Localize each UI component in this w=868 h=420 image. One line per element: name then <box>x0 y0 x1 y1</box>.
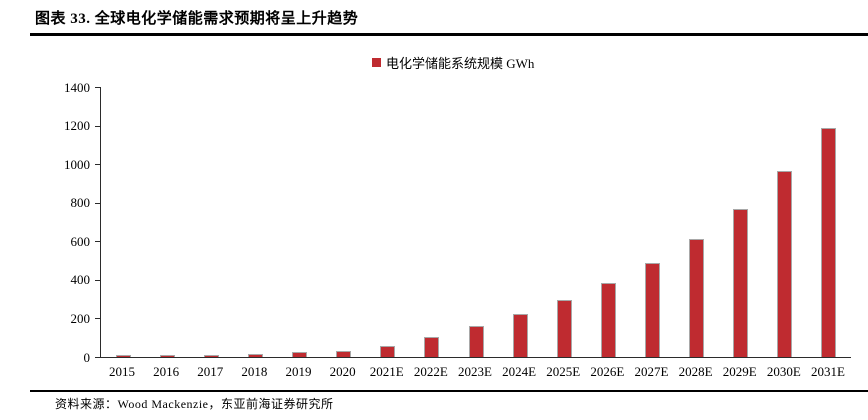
bar-2017 <box>203 355 219 357</box>
footer-divider <box>30 390 868 392</box>
x-axis-tick-label: 2027E <box>634 364 669 379</box>
x-axis-tick-label: 2026E <box>590 364 625 379</box>
y-axis-tick-label: 1400 <box>64 79 90 95</box>
x-axis-tick-label: 2029E <box>722 364 757 379</box>
bar-2029E <box>733 208 749 357</box>
y-axis-tick-label: 200 <box>70 310 91 326</box>
title-divider <box>30 33 868 36</box>
y-axis-tick-label: 800 <box>70 195 91 211</box>
bar-2026E <box>600 282 616 357</box>
x-axis-tick-label: 2031E <box>810 364 845 379</box>
y-axis-tick-mark <box>95 241 100 243</box>
bar-2023E <box>468 325 484 357</box>
chart-legend: 电化学储能系统规模 GWh <box>372 53 534 72</box>
y-axis-tick-mark <box>95 357 100 358</box>
bar-2028E <box>689 238 705 357</box>
y-axis-tick-mark <box>95 318 100 320</box>
y-axis-tick-label: 400 <box>70 272 91 288</box>
bar-2024E <box>512 313 528 357</box>
x-axis-tick-label: 2024E <box>502 364 537 379</box>
y-axis-tick-label: 1200 <box>64 118 90 134</box>
bar-2027E <box>644 262 660 357</box>
x-axis-tick-label: 2017 <box>197 364 224 379</box>
y-axis-tick-label: 600 <box>70 233 91 249</box>
bar-2019 <box>292 352 308 357</box>
bar-2020 <box>336 350 352 357</box>
x-axis-tick-label: 2015 <box>109 364 136 379</box>
x-axis-tick-label: 2020 <box>329 364 356 379</box>
bar-2018 <box>247 353 263 357</box>
x-axis-tick-label: 2022E <box>413 364 448 379</box>
bar-2015 <box>115 355 131 357</box>
x-axis-tick-label: 2025E <box>546 364 581 379</box>
bar-2021E <box>380 346 396 357</box>
source-note: 资料来源：Wood Mackenzie，东亚前海证券研究所 <box>55 397 334 411</box>
bar-2022E <box>424 336 440 357</box>
x-axis-tick-label: 2028E <box>678 364 713 379</box>
x-axis-tick-label: 2030E <box>766 364 801 379</box>
plot-area <box>100 87 851 358</box>
bar-2031E <box>821 128 837 357</box>
bar-2016 <box>159 355 175 357</box>
y-axis-tick-mark <box>95 87 100 88</box>
bar-2030E <box>777 170 793 357</box>
x-axis-tick-label: 2018 <box>241 364 268 379</box>
legend-label: 电化学储能系统规模 GWh <box>386 56 535 71</box>
figure-title: 图表 33. 全球电化学储能需求预期将呈上升趋势 <box>35 11 359 27</box>
y-axis-tick-mark <box>95 125 100 127</box>
y-axis-tick-label: 0 <box>83 349 91 365</box>
x-axis-tick-label: 2023E <box>458 364 492 379</box>
y-axis-tick-mark <box>95 279 100 281</box>
legend-swatch-icon <box>372 58 381 67</box>
bar-2025E <box>556 299 572 357</box>
x-axis-tick-label: 2019 <box>285 364 312 379</box>
y-axis-tick-mark <box>95 164 100 166</box>
x-axis-tick-label: 2021E <box>369 364 404 379</box>
y-axis-tick-label: 1000 <box>64 156 90 172</box>
x-axis-tick-label: 2016 <box>153 364 180 379</box>
y-axis-tick-mark <box>95 202 100 204</box>
